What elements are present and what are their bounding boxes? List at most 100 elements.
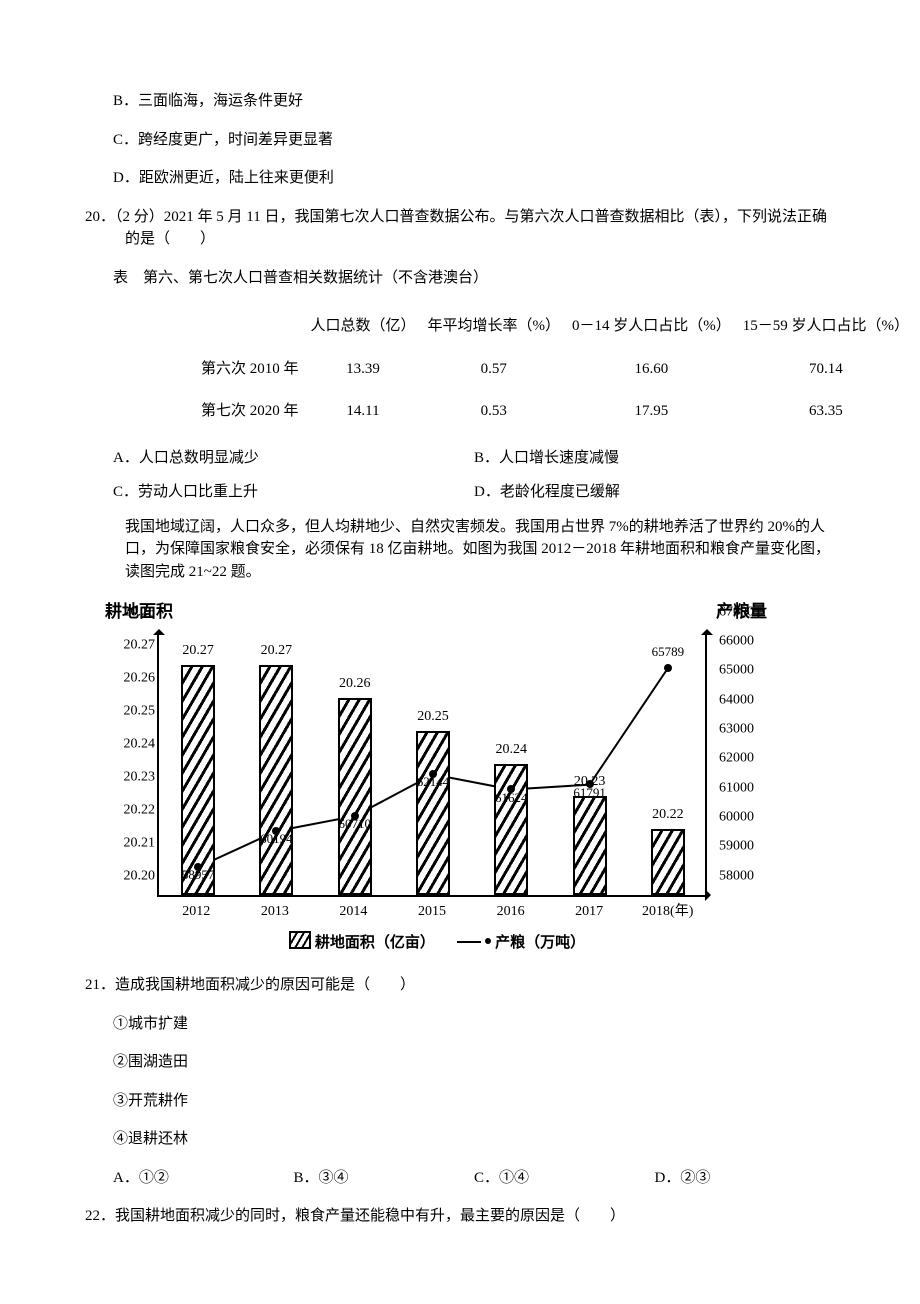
- cell: 0.53: [422, 390, 567, 433]
- th-age15-59: 15－59 岁人口占比（%）: [737, 305, 915, 348]
- q20-option-b[interactable]: B．人口增长速度减慢: [474, 447, 835, 470]
- ytick-right: 67000: [719, 601, 777, 622]
- census-table: 人口总数（亿） 年平均增长率（%） 0－14 岁人口占比（%） 15－59 岁人…: [195, 305, 920, 433]
- plot-area: 20.2720.2720.2620.2520.2420.2320.2258957…: [157, 633, 707, 897]
- bar: [259, 665, 293, 894]
- line-point: [664, 664, 672, 672]
- chart-legend: 耕地面积（亿亩） 产粮（万吨）: [97, 931, 777, 955]
- ytick-left: 20.28: [97, 601, 155, 622]
- y-axis-left: 20.20 20.21 20.22 20.23 20.24 20.25 20.26 20.27…: [97, 633, 155, 897]
- y-axis-right: 58000 59000 60000 61000 62000 63000 64000 65000…: [719, 633, 777, 897]
- ytick-left: 20.23: [97, 766, 155, 787]
- table-header-row: 人口总数（亿） 年平均增长率（%） 0－14 岁人口占比（%） 15－59 岁人…: [195, 305, 920, 348]
- ytick-right: 60000: [719, 806, 777, 827]
- legend-bar-swatch-icon: [289, 931, 311, 949]
- cell: 70.14: [737, 348, 915, 391]
- line-point-label: 65789: [652, 642, 685, 662]
- bar-label: 20.26: [339, 673, 371, 694]
- q21-sub1: ①城市扩建: [85, 1013, 835, 1036]
- q19-option-d[interactable]: D．距欧洲更近，陆上往来更便利: [85, 167, 835, 190]
- bar: [181, 665, 215, 894]
- ytick-left: 20.26: [97, 667, 155, 688]
- th-age0-14: 0－14 岁人口占比（%）: [566, 305, 737, 348]
- q20-option-c[interactable]: C．劳动人口比重上升: [113, 481, 474, 504]
- ytick-right: 65000: [719, 660, 777, 681]
- q21-sub2: ②围湖造田: [85, 1051, 835, 1074]
- table-row: 第六次 2010 年 13.39 0.57 16.60 70.14 13.26: [195, 348, 920, 391]
- ytick-right: 64000: [719, 689, 777, 710]
- ytick-left: 20.24: [97, 733, 155, 754]
- ytick-left: 20.27: [97, 634, 155, 655]
- line-point-label: 61791: [573, 783, 606, 803]
- legend-line-icon: [457, 941, 481, 943]
- xtick: 2014: [339, 901, 367, 922]
- cell: 13.26: [915, 348, 920, 391]
- row-label: 第七次 2020 年: [195, 390, 305, 433]
- ytick-left: 20.21: [97, 832, 155, 853]
- line-point-label: 62144: [417, 772, 450, 792]
- q19-option-c[interactable]: C．跨经度更广，时间差异更显著: [85, 129, 835, 152]
- bar-label: 20.27: [182, 640, 214, 661]
- q22-stem: 22．我国耕地面积减少的同时，粮食产量还能稳中有升，最主要的原因是（ ）: [85, 1205, 835, 1228]
- xtick: 2017: [575, 901, 603, 922]
- q21-option-b[interactable]: B．③④: [294, 1167, 475, 1190]
- cell: 63.35: [737, 390, 915, 433]
- cell: 17.95: [566, 390, 737, 433]
- q20-option-d[interactable]: D．老龄化程度已缓解: [474, 481, 835, 504]
- line-point-label: 60710: [338, 814, 371, 834]
- cell: 14.11: [305, 390, 422, 433]
- bar-label: 20.24: [496, 739, 528, 760]
- ytick-right: 62000: [719, 748, 777, 769]
- xtick: 2012: [182, 901, 210, 922]
- legend-dot-icon: [485, 938, 491, 944]
- line-point-label: 58957: [182, 865, 215, 885]
- bar: [416, 731, 450, 895]
- ytick-right: 59000: [719, 836, 777, 857]
- q21-sub3: ③开荒耕作: [85, 1090, 835, 1113]
- q21-sub4: ④退耕还林: [85, 1128, 835, 1151]
- bar-label: 20.25: [417, 706, 449, 727]
- cell: 18.70: [915, 390, 920, 433]
- cell: 16.60: [566, 348, 737, 391]
- xtick: 2018(年): [642, 901, 693, 922]
- legend-bar-label: 耕地面积（亿亩）: [315, 934, 435, 951]
- bar: [338, 698, 372, 895]
- th-age60: 60 岁以上人口占比（%）: [915, 305, 920, 348]
- ytick-left: 20.22: [97, 799, 155, 820]
- q21-option-a[interactable]: A．①②: [113, 1167, 294, 1190]
- ytick-left: 20.25: [97, 700, 155, 721]
- q21-stem: 21．造成我国耕地面积减少的原因可能是（ ）: [85, 974, 835, 997]
- xtick: 2015: [418, 901, 446, 922]
- th-blank: [195, 305, 305, 348]
- x-axis: 2012 2013 2014 2015 2016 2017 2018(年): [157, 901, 707, 927]
- th-growth: 年平均增长率（%）: [422, 305, 567, 348]
- legend-line-label: 产粮（万吨）: [495, 934, 585, 951]
- q21-option-d[interactable]: D．②③: [655, 1167, 836, 1190]
- line-point-label: 60194: [260, 829, 293, 849]
- cell: 13.39: [305, 348, 422, 391]
- chart-container: 耕地面积 产粮量 20.2020.2120.2220.2320.2420.252…: [97, 599, 777, 954]
- cell: 0.57: [422, 348, 567, 391]
- bar: [651, 829, 685, 895]
- chart-plot: 20.20 20.21 20.22 20.23 20.24 20.25 20.26 20.27…: [97, 627, 777, 927]
- ytick-left: 20.20: [97, 865, 155, 886]
- q19-option-b[interactable]: B．三面临海，海运条件更好: [85, 90, 835, 113]
- q20-table-caption: 表 第六、第七次人口普查相关数据统计（不含港澳台）: [85, 267, 835, 290]
- line-point-label: 61624: [495, 788, 528, 808]
- xtick: 2016: [497, 901, 525, 922]
- ytick-right: 61000: [719, 777, 777, 798]
- bar-label: 20.27: [261, 640, 293, 661]
- bar: [494, 764, 528, 895]
- ytick-right: 58000: [719, 865, 777, 886]
- bar-label: 20.22: [652, 804, 684, 825]
- xtick: 2013: [261, 901, 289, 922]
- row-label: 第六次 2010 年: [195, 348, 305, 391]
- bar: [573, 796, 607, 894]
- ytick-right: 63000: [719, 718, 777, 739]
- ytick-right: 66000: [719, 630, 777, 651]
- passage-text: 我国地域辽阔，人口众多，但人均耕地少、自然灾害频发。我国用占世界 7%的耕地养活…: [85, 516, 835, 584]
- q21-option-c[interactable]: C．①④: [474, 1167, 655, 1190]
- th-total: 人口总数（亿）: [305, 305, 422, 348]
- table-row: 第七次 2020 年 14.11 0.53 17.95 63.35 18.70: [195, 390, 920, 433]
- q20-option-a[interactable]: A．人口总数明显减少: [113, 447, 474, 470]
